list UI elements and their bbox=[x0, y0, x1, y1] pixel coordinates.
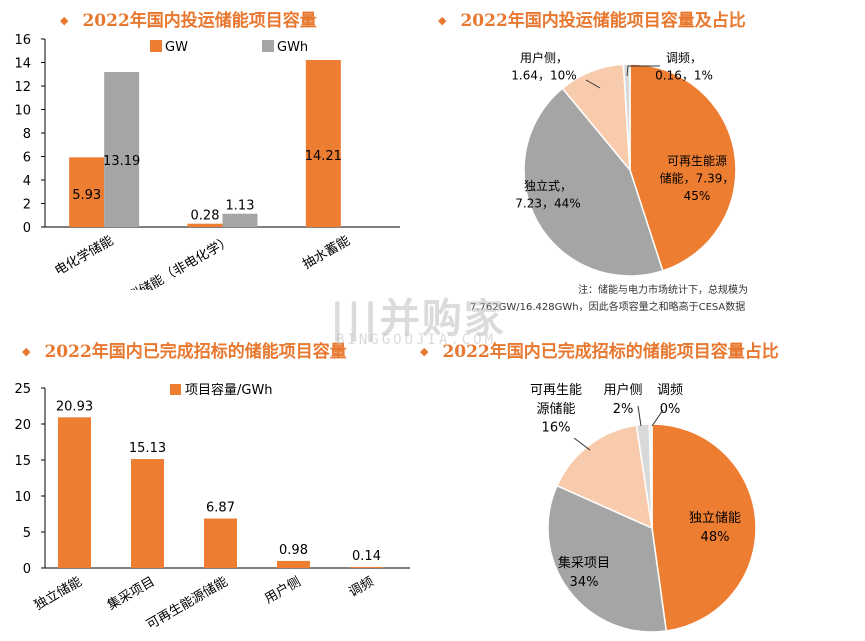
y-tick-label: 0 bbox=[23, 562, 31, 577]
title-text: 2022年国内已完成招标的储能项目容量 bbox=[44, 342, 347, 362]
bar-gwh bbox=[104, 72, 140, 227]
chart-title-top-left: ◆ 2022年国内投运储能项目容量 bbox=[60, 6, 317, 31]
legend-swatch-gw bbox=[150, 40, 162, 52]
bar-gw bbox=[69, 157, 105, 227]
y-tick-label: 4 bbox=[23, 174, 31, 189]
leader-line bbox=[651, 409, 664, 427]
bar bbox=[58, 417, 91, 568]
y-tick-label: 10 bbox=[14, 490, 31, 505]
slice-centralized bbox=[547, 484, 668, 633]
leader-line bbox=[626, 65, 629, 77]
chart-title-top-right: ◆ 2022年国内投运储能项目容量及占比 bbox=[438, 6, 746, 31]
chart-tendered-capacity-pie: 独立储能 48% 集采项目 34% 可再生能源储能 16% 用户侧 2% 调频 0% bbox=[530, 382, 757, 633]
chart-installed-capacity-pie: 可再生能源储能，7.39， 45% 独立式， 7.23，44% 用户侧， 1.64，10%… bbox=[511, 50, 737, 277]
bar bbox=[350, 566, 383, 568]
bar-gwh bbox=[222, 213, 258, 227]
diamond-icon: ◆ bbox=[60, 14, 69, 27]
slice-label-independent: 独立储能 48% bbox=[689, 511, 741, 545]
slice-frequency bbox=[648, 423, 653, 529]
data-label: 20.93 bbox=[56, 399, 93, 414]
data-label: 14.21 bbox=[305, 149, 342, 164]
diamond-icon: ◆ bbox=[438, 14, 447, 27]
legend-label-gw: GW bbox=[165, 40, 188, 55]
slice-independent bbox=[523, 87, 664, 277]
bar bbox=[131, 459, 164, 568]
bar-gw bbox=[187, 223, 223, 227]
slice-label-user-side: 用户侧， 1.64，10% bbox=[511, 50, 576, 82]
chart-installed-capacity-bar: 0 2 4 6 8 10 12 14 16 5.93 13.19 电化学储能 0.28 1.13 新型储能（… bbox=[14, 33, 400, 290]
category-label: 新型储能（非电化学） bbox=[114, 233, 235, 290]
category-label: 调频 bbox=[346, 574, 376, 600]
slice-independent bbox=[651, 423, 757, 632]
footnote-line-1: 注：储能与电力市场统计下，总规模为 bbox=[578, 285, 748, 296]
y-tick-label: 16 bbox=[14, 33, 31, 48]
category-label: 抽水蓄能 bbox=[300, 233, 353, 272]
y-tick-label: 12 bbox=[14, 80, 31, 95]
bar bbox=[204, 518, 237, 568]
y-tick-label: 14 bbox=[14, 57, 31, 72]
y-tick-label: 6 bbox=[23, 151, 31, 166]
y-tick-label: 10 bbox=[14, 104, 31, 119]
diamond-icon: ◆ bbox=[22, 345, 31, 358]
data-label: 1.13 bbox=[226, 199, 255, 214]
data-label: 15.13 bbox=[129, 441, 166, 456]
y-tick-label: 0 bbox=[23, 221, 31, 236]
bar-gw bbox=[305, 60, 341, 227]
title-text: 2022年国内投运储能项目容量 bbox=[82, 11, 317, 31]
y-tick-label: 15 bbox=[14, 454, 31, 469]
data-label: 0.14 bbox=[352, 549, 381, 564]
slice-renewable bbox=[556, 424, 653, 530]
legend-swatch-gwh bbox=[262, 40, 274, 52]
y-tick-label: 25 bbox=[14, 382, 31, 397]
data-label: 5.93 bbox=[72, 188, 101, 203]
data-label: 0.98 bbox=[279, 543, 308, 558]
title-text: 2022年国内投运储能项目容量及占比 bbox=[460, 11, 746, 31]
y-tick-label: 2 bbox=[23, 198, 31, 213]
y-tick-label: 5 bbox=[23, 526, 31, 541]
data-label: 13.19 bbox=[103, 154, 140, 169]
footnote-line-2: 7.762GW/16.428GWh，因此各项容量之和略高于CESA数据 bbox=[470, 302, 746, 313]
legend-swatch bbox=[170, 384, 181, 395]
category-label: 用户侧 bbox=[262, 574, 304, 607]
data-label: 0.28 bbox=[191, 209, 220, 224]
footnote: 注：储能与电力市场统计下，总规模为 7.762GW/16.428GWh，因此各项… bbox=[470, 282, 748, 316]
category-label: 集采项目 bbox=[104, 574, 157, 614]
chart-title-bottom-left: ◆ 2022年国内已完成招标的储能项目容量 bbox=[22, 337, 347, 362]
category-label: 电化学储能 bbox=[52, 233, 116, 279]
diamond-icon: ◆ bbox=[420, 345, 429, 358]
category-label: 可再生能源储能 bbox=[144, 574, 230, 632]
y-tick-label: 20 bbox=[14, 418, 31, 433]
category-label: 独立储能 bbox=[32, 574, 85, 613]
slice-label-renewable: 可再生能源储能，7.39， 45% bbox=[660, 154, 735, 203]
leader-line bbox=[585, 79, 601, 89]
title-text: 2022年国内已完成招标的储能项目容量占比 bbox=[442, 342, 779, 362]
slice-label-frequency: 调频， 0.16，1% bbox=[655, 51, 713, 82]
slice-label-user-side: 用户侧 2% bbox=[603, 382, 642, 417]
slice-label-independent: 独立式， 7.23，44% bbox=[515, 178, 580, 210]
y-tick-label: 8 bbox=[23, 127, 31, 142]
leader-line bbox=[573, 437, 591, 451]
legend-label-gwh: GWh bbox=[277, 40, 308, 55]
leader-line bbox=[637, 405, 642, 427]
slice-label-renewable: 可再生能源储能 16% bbox=[530, 383, 582, 436]
slice-frequency bbox=[622, 63, 631, 171]
bar bbox=[277, 560, 310, 568]
legend-label: 项目容量/GWh bbox=[185, 382, 273, 398]
slice-label-centralized: 集采项目 34% bbox=[558, 555, 610, 590]
chart-tendered-capacity-bar: 0 5 10 15 20 25 20.93 独立储能 15.13 集采项目 6.87 可再生能源储能 0… bbox=[14, 382, 410, 633]
slice-label-frequency: 调频 0% bbox=[657, 383, 683, 417]
chart-title-bottom-right: ◆ 2022年国内已完成招标的储能项目容量占比 bbox=[420, 337, 779, 362]
data-label: 6.87 bbox=[206, 501, 235, 516]
slice-renewable bbox=[629, 63, 737, 272]
